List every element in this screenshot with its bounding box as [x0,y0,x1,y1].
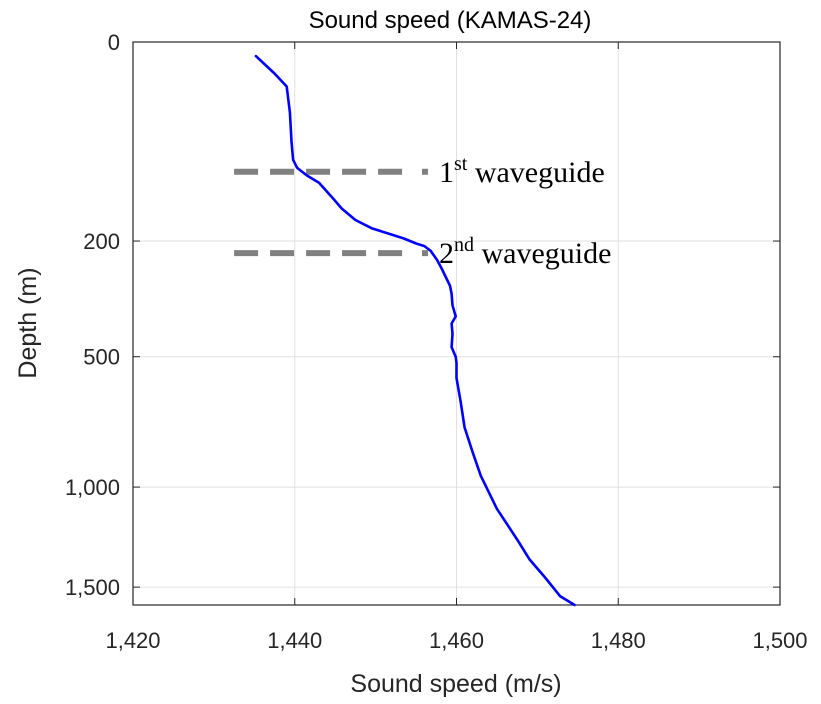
y-tick-label: 0 [108,30,120,55]
x-tick-label: 1,500 [752,628,807,653]
x-axis-label: Sound speed (m/s) [350,670,561,698]
x-tick-label: 1,480 [591,628,646,653]
sound-speed-line [254,54,576,607]
x-tick-label: 1,460 [429,628,484,653]
waveguide-lines [234,168,428,257]
axis-ticks [132,41,781,605]
y-tick-labels: 0 200 500 1,000 1,500 [65,30,120,600]
x-tick-label: 1,440 [267,628,322,653]
y-tick-label: 1,500 [65,575,120,600]
y-tick-label: 1,000 [65,475,120,500]
waveguide-dash-tail-1 [421,168,428,175]
waveguide-label-2: 2nd waveguide [439,234,611,270]
chart-title: Sound speed (KAMAS-24) [309,7,592,34]
grid-lines [132,41,781,605]
y-tick-label: 200 [83,229,120,254]
waveguide-dash-tail-2 [421,250,428,257]
waveguide-labels: 1st waveguide 2nd waveguide [439,153,611,270]
waveguide-label-1: 1st waveguide [439,153,605,189]
y-axis-label: Depth (m) [14,267,42,378]
x-tick-labels: 1,420 1,440 1,460 1,480 1,500 [105,628,807,653]
y-tick-label: 500 [83,345,120,370]
x-tick-label: 1,420 [105,628,160,653]
